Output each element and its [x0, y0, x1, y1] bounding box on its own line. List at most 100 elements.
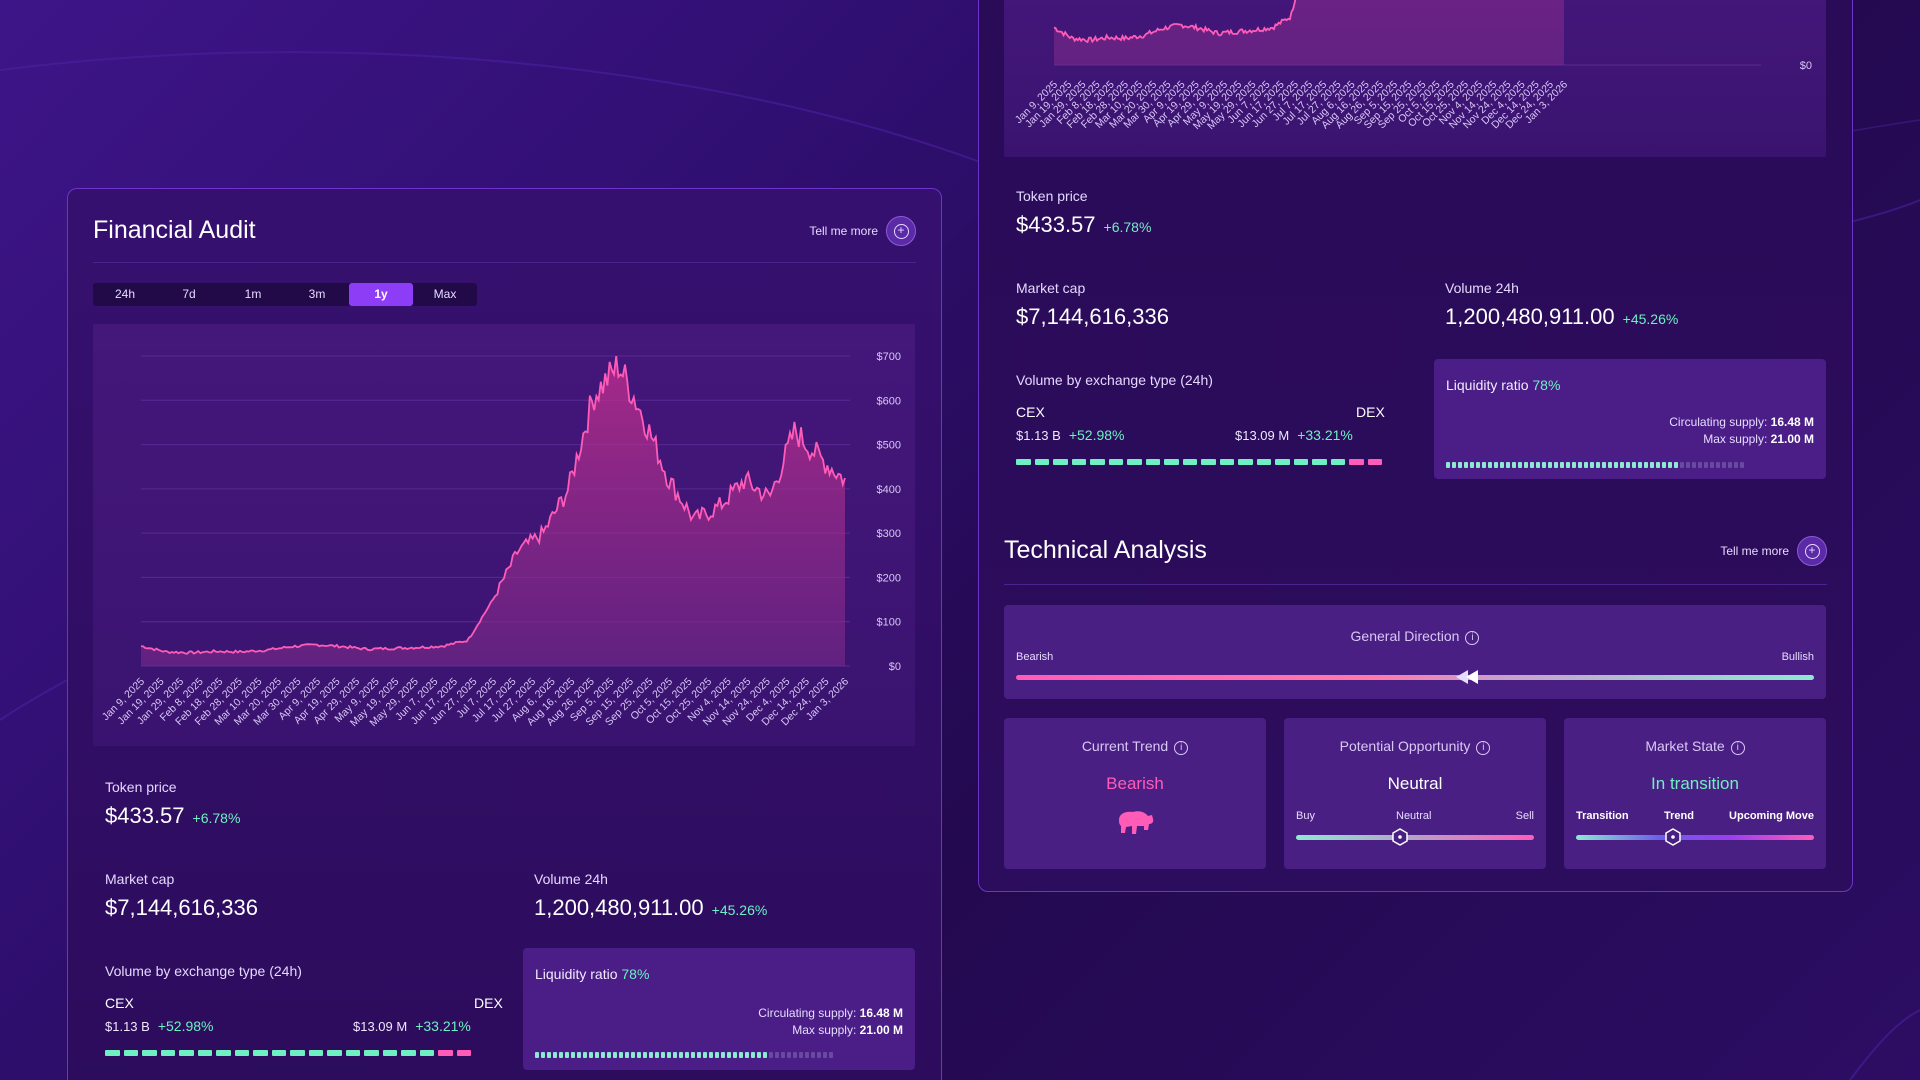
token-price-change: +6.78% [192, 810, 241, 826]
exchange-bar-segment [1053, 459, 1068, 465]
exchange-bar-segment [1201, 459, 1216, 465]
liquidity-dot [1662, 462, 1666, 468]
cex-stat-2: $1.13 B +52.98% [1016, 427, 1125, 443]
volume-amount: 1,200,480,911.00 [534, 895, 704, 920]
market-cap-label-2: Market cap [1016, 280, 1086, 296]
direction-indicator-icon[interactable] [1454, 668, 1494, 686]
tab-3m[interactable]: 3m [308, 287, 326, 301]
liquidity-dot [625, 1052, 629, 1058]
dex-value-2: $13.09 M [1235, 428, 1290, 443]
liquidity-dot [787, 1052, 791, 1058]
tab-24h[interactable]: 24h [114, 287, 136, 301]
exchange-bar-segment [1275, 459, 1290, 465]
bullish-end-label: Bullish [1781, 651, 1814, 663]
token-price-amount-2: $433.57 [1016, 212, 1096, 237]
liquidity-dot [565, 1052, 569, 1058]
y-tick-label: $700 [877, 351, 901, 363]
liquidity-dot [793, 1052, 797, 1058]
liquidity-dot [763, 1052, 767, 1058]
direction-slider[interactable] [1016, 675, 1814, 680]
liquidity-dot [637, 1052, 641, 1058]
opportunity-knob-icon[interactable] [1391, 828, 1409, 846]
liquidity-dot [805, 1052, 809, 1058]
exchange-bar-segment [197, 1050, 212, 1056]
liquidity-dot [1740, 462, 1744, 468]
liquidity-dot [649, 1052, 653, 1058]
exchange-bar-segment [123, 1050, 138, 1056]
info-icon[interactable]: i [1730, 741, 1745, 755]
liquidity-dot [589, 1052, 593, 1058]
tell-me-more-button[interactable]: Tell me more + [809, 216, 916, 246]
market-state-knob-icon[interactable] [1664, 828, 1682, 846]
tell-me-more-button-2[interactable]: Tell me more + [1720, 536, 1827, 566]
liquidity-dot [1620, 462, 1624, 468]
panel-title: Financial Audit [93, 216, 256, 244]
liquidity-dot [727, 1052, 731, 1058]
general-direction-text: General Direction [1350, 628, 1460, 644]
market-state-slider[interactable] [1576, 835, 1814, 840]
liquidity-dot [823, 1052, 827, 1058]
exchange-bar-segment [382, 1050, 397, 1056]
liquidity-dot [1632, 462, 1636, 468]
liquidity-card: Liquidity ratio 78% Circulating supply: … [523, 948, 915, 1070]
tab-7d[interactable]: 7d [182, 287, 196, 301]
liquidity-dot [691, 1052, 695, 1058]
liquidity-dot [613, 1052, 617, 1058]
price-line [1053, 0, 1297, 44]
liquidity-dot [751, 1052, 755, 1058]
market-state-upcoming-label: Upcoming Move [1729, 810, 1814, 822]
tab-max[interactable]: Max [433, 287, 457, 301]
dex-stat-2: $13.09 M +33.21% [1235, 427, 1353, 443]
divider [93, 262, 916, 263]
liquidity-dot [1482, 462, 1486, 468]
liquidity-dot [1692, 462, 1696, 468]
token-price-amount: $433.57 [105, 803, 185, 828]
liquidity-dot [607, 1052, 611, 1058]
opportunity-label: Potential Opportunity i [1284, 738, 1546, 755]
tab-1y[interactable]: 1y [349, 283, 413, 306]
liquidity-dot [709, 1052, 713, 1058]
price-chart[interactable]: $700 $600 $500 $400 $300 $200 $100 $0 Jan 9, 202… [93, 324, 915, 746]
liquidity-dot [733, 1052, 737, 1058]
liquidity-meter-2 [1446, 462, 1744, 468]
exchange-bar-segment [1256, 459, 1271, 465]
liquidity-dot [1734, 462, 1738, 468]
info-icon[interactable]: i [1465, 631, 1480, 645]
liquidity-dot [1518, 462, 1522, 468]
liquidity-dot [799, 1052, 803, 1058]
current-trend-card: Current Trend i Bearish [1004, 718, 1266, 869]
tell-me-more-label: Tell me more [809, 224, 878, 238]
y-tick-label: $500 [877, 440, 901, 452]
liquidity-dot [595, 1052, 599, 1058]
exchange-bar-segment [438, 1050, 453, 1056]
liquidity-dot [1554, 462, 1558, 468]
cex-stat: $1.13 B +52.98% [105, 1018, 214, 1034]
tab-1m[interactable]: 1m [244, 287, 262, 301]
liquidity-dot [631, 1052, 635, 1058]
exchange-bar-segment [1367, 459, 1382, 465]
liquidity-dot [1452, 462, 1456, 468]
exchange-bar-segment [1127, 459, 1142, 465]
liquidity-value: 78% [621, 966, 650, 982]
liquidity-dot [1476, 462, 1480, 468]
liquidity-dot [1716, 462, 1720, 468]
liquidity-dot [1506, 462, 1510, 468]
liquidity-dot [1680, 462, 1684, 468]
exchange-bar-segment [234, 1050, 249, 1056]
liquidity-dot [1614, 462, 1618, 468]
cex-label: CEX [105, 995, 134, 1011]
liquidity-dot [1638, 462, 1642, 468]
info-icon[interactable]: i [1174, 741, 1189, 755]
liquidity-dot [1500, 462, 1504, 468]
liquidity-dot [1728, 462, 1732, 468]
volume-amount-2: 1,200,480,911.00 [1445, 304, 1615, 329]
opportunity-slider[interactable] [1296, 835, 1534, 840]
info-icon[interactable]: i [1476, 741, 1491, 755]
token-price-value: $433.57 +6.78% [105, 803, 240, 829]
cex-change-2: +52.98% [1068, 427, 1125, 443]
cex-change: +52.98% [157, 1018, 214, 1034]
token-price-value-2: $433.57 +6.78% [1016, 212, 1151, 238]
liquidity-dot [1608, 462, 1612, 468]
